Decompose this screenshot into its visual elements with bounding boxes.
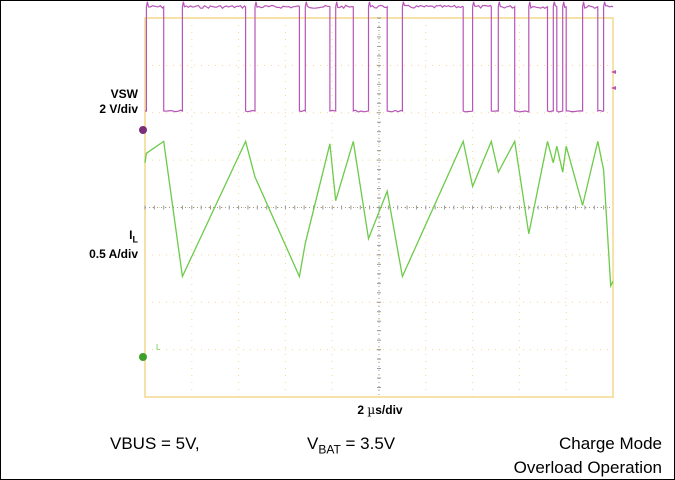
condition-mode-line2: Overload Operation — [513, 458, 662, 477]
vsw-scale: 2 V/div — [99, 102, 138, 116]
il-trace — [144, 139, 614, 289]
il-marker-glyph: L — [156, 343, 161, 352]
il-name: IL — [40, 228, 138, 247]
vbat-suffix: = 3.5V — [340, 434, 396, 453]
vbat-sub: BAT — [318, 442, 341, 457]
vsw-trace — [145, 1, 614, 113]
il-channel-label: IL 0.5 A/div — [40, 228, 138, 262]
condition-mode-line1: Charge Mode — [558, 434, 662, 453]
timebase-number: 2 — [357, 403, 368, 417]
vsw-level-arrow — [611, 70, 616, 74]
vbat-prefix: V — [307, 434, 319, 453]
condition-vbus: VBUS = 5V, — [110, 434, 200, 453]
vsw-channel-label: VSW 2 V/div — [60, 87, 138, 117]
condition-vbat: VBAT = 3.5V — [307, 434, 395, 456]
vsw-trigger-arrow — [611, 86, 616, 90]
vsw-ground-marker — [139, 126, 147, 134]
il-name-main: I — [129, 228, 133, 242]
vsw-name: VSW — [110, 87, 138, 101]
il-name-sub: L — [132, 234, 139, 245]
timebase-label: 2 µs/div — [300, 403, 460, 417]
timebase-unit: s/div — [375, 403, 403, 417]
il-ground-marker — [139, 353, 147, 361]
il-scale: 0.5 A/div — [89, 247, 138, 262]
timebase-mu: µ — [367, 403, 376, 417]
